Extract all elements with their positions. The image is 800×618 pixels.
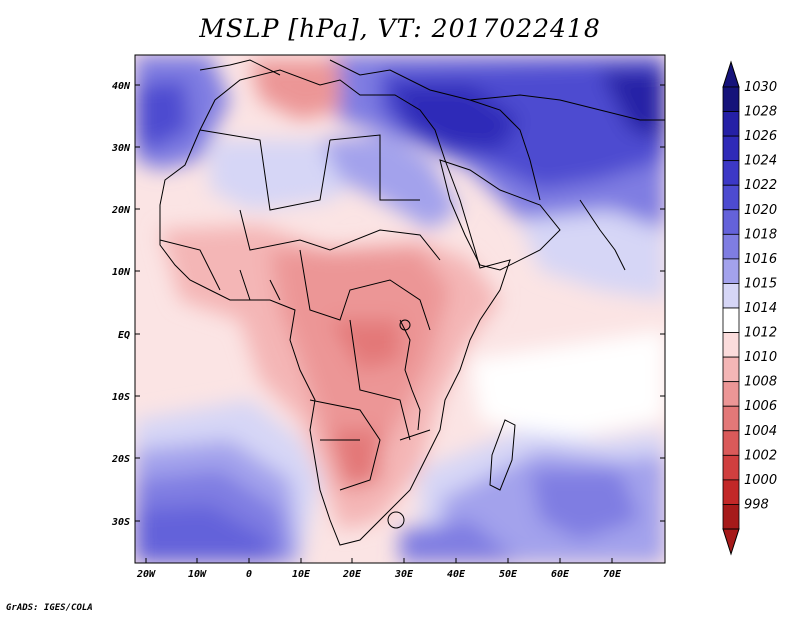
longitude-axis: 20W 10W 0 10E 20E 30E 40E 50E 60E 70E — [136, 558, 622, 580]
map-frame — [134, 54, 666, 564]
colorbar-labels: 1030 1028 1026 1024 1022 1020 1018 1016 1015 1014… — [744, 80, 777, 512]
lon-label: 20E — [342, 569, 362, 580]
colorbar-box — [722, 86, 740, 112]
lon-label: 20W — [136, 569, 156, 580]
colorbar-box — [722, 405, 740, 432]
colorbar-label: 998 — [744, 497, 769, 512]
colorbar-box — [722, 504, 740, 530]
lon-label: 30E — [394, 569, 414, 580]
coastlines — [159, 59, 665, 546]
lat-label: EQ — [118, 330, 130, 341]
colorbar-box — [722, 454, 740, 481]
colorbar-label: 1018 — [744, 227, 777, 242]
lat-label: 20N — [111, 205, 131, 216]
colorbar-box — [722, 135, 740, 162]
colorbar-box — [722, 430, 740, 456]
lat-label: 10S — [112, 392, 130, 403]
colorbar-box — [722, 356, 740, 383]
colorbar-label: 1020 — [744, 203, 777, 218]
colorbar-label: 1008 — [744, 375, 777, 390]
colorbar-label: 1014 — [744, 301, 777, 316]
colorbar-label: 1002 — [744, 448, 777, 463]
lat-label: 30N — [111, 143, 131, 154]
lon-label: 40E — [447, 569, 466, 580]
colorbar-box — [722, 184, 740, 211]
lon-label: 50E — [499, 569, 518, 580]
lat-label: 20S — [111, 454, 130, 465]
pressure-field — [135, 55, 665, 563]
colorbar-top-arrow — [722, 60, 740, 88]
colorbar-label: 1010 — [744, 350, 777, 365]
colorbar-label: 1000 — [744, 473, 777, 488]
lon-label: 0 — [246, 569, 252, 580]
lon-label: 70E — [603, 569, 622, 580]
lon-label: 10E — [292, 569, 311, 580]
colorbar-bottom-arrow — [722, 528, 740, 556]
colorbar-box — [722, 307, 740, 333]
colorbar-label: 1015 — [744, 276, 777, 291]
colorbar-label: 1026 — [744, 129, 777, 144]
lat-label: 40N — [112, 81, 131, 92]
map-title: MSLP [hPa], VT: 2017022418 — [199, 14, 601, 43]
colorbar-label: 1028 — [744, 105, 777, 120]
lon-label: 10W — [188, 569, 207, 580]
lat-label: 30S — [111, 517, 130, 528]
footer-credit: GrADS: IGES/COLA — [6, 603, 93, 613]
colorbar-legend: 1030 1028 1026 1024 1022 1020 1018 1016 1015 1014… — [722, 60, 777, 556]
colorbar-box — [722, 233, 740, 260]
colorbar-box — [722, 209, 740, 235]
colorbar-label: 1006 — [744, 399, 777, 414]
colorbar-box — [722, 160, 740, 186]
colorbar-label: 1024 — [744, 154, 777, 169]
colorbar-label: 1030 — [744, 80, 777, 95]
colorbar-box — [722, 283, 740, 309]
lat-label: 10N — [112, 267, 131, 278]
colorbar-label: 1022 — [744, 178, 777, 193]
colorbar-label: 1004 — [744, 424, 777, 439]
colorbar-box — [722, 258, 740, 284]
colorbar-boxes — [722, 86, 740, 530]
colorbar-box — [722, 332, 740, 358]
latitude-axis: 40N 30N 20N 10N EQ 10S 20S 30S — [111, 81, 665, 528]
colorbar-box — [722, 381, 740, 407]
lon-label: 60E — [551, 569, 570, 580]
colorbar-box — [722, 479, 740, 505]
colorbar-label: 1016 — [744, 252, 777, 267]
colorbar-label: 1012 — [744, 326, 777, 341]
colorbar-box — [722, 111, 740, 137]
